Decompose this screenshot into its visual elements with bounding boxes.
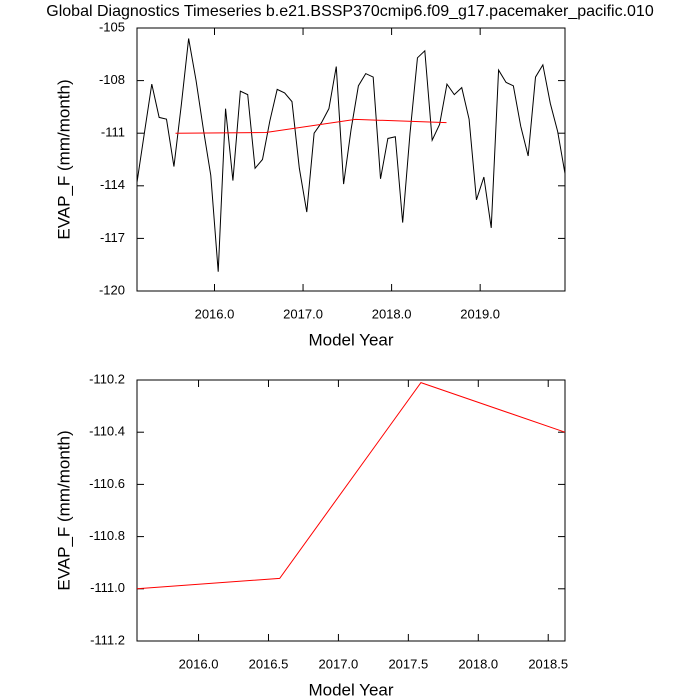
x-tick-label: 2018.5 xyxy=(528,656,568,671)
x-tick-label: 2018.0 xyxy=(372,306,412,321)
x-tick-label: 2017.5 xyxy=(388,656,428,671)
data-line xyxy=(136,38,566,272)
y-tick-label: -110.4 xyxy=(89,424,125,439)
y-axis-label: EVAP_F (mm/month) xyxy=(54,430,73,590)
y-tick-label: -111 xyxy=(101,125,125,140)
y-tick-label: -120 xyxy=(99,282,125,297)
x-axis-label: Model Year xyxy=(308,680,393,699)
x-tick-label: 2019.0 xyxy=(460,306,500,321)
x-tick-label: 2016.0 xyxy=(195,306,235,321)
y-tick-label: -111.0 xyxy=(90,580,125,595)
y-tick-label: -110.6 xyxy=(89,476,125,491)
y-tick-label: -110.2 xyxy=(89,371,125,386)
y-tick-label: -110.8 xyxy=(89,528,125,543)
y-tick-label: -114 xyxy=(100,177,125,192)
y-tick-label: -111.2 xyxy=(90,632,125,647)
data-line xyxy=(175,118,447,134)
x-axis-label: Model Year xyxy=(308,330,393,349)
y-tick-label: -108 xyxy=(99,72,125,87)
plot-frame xyxy=(136,379,566,642)
chart-title: Global Diagnostics Timeseries b.e21.BSSP… xyxy=(46,3,654,20)
x-tick-label: 2017.0 xyxy=(283,306,323,321)
y-axis-label: EVAP_F (mm/month) xyxy=(54,79,73,239)
plot-frame xyxy=(136,27,566,292)
x-tick-label: 2017.0 xyxy=(319,656,359,671)
data-line xyxy=(136,382,566,590)
y-tick-label: -105 xyxy=(99,19,125,34)
y-tick-label: -117 xyxy=(100,230,125,245)
x-tick-label: 2016.0 xyxy=(179,656,219,671)
x-tick-label: 2018.0 xyxy=(458,656,498,671)
x-tick-label: 2016.5 xyxy=(249,656,289,671)
